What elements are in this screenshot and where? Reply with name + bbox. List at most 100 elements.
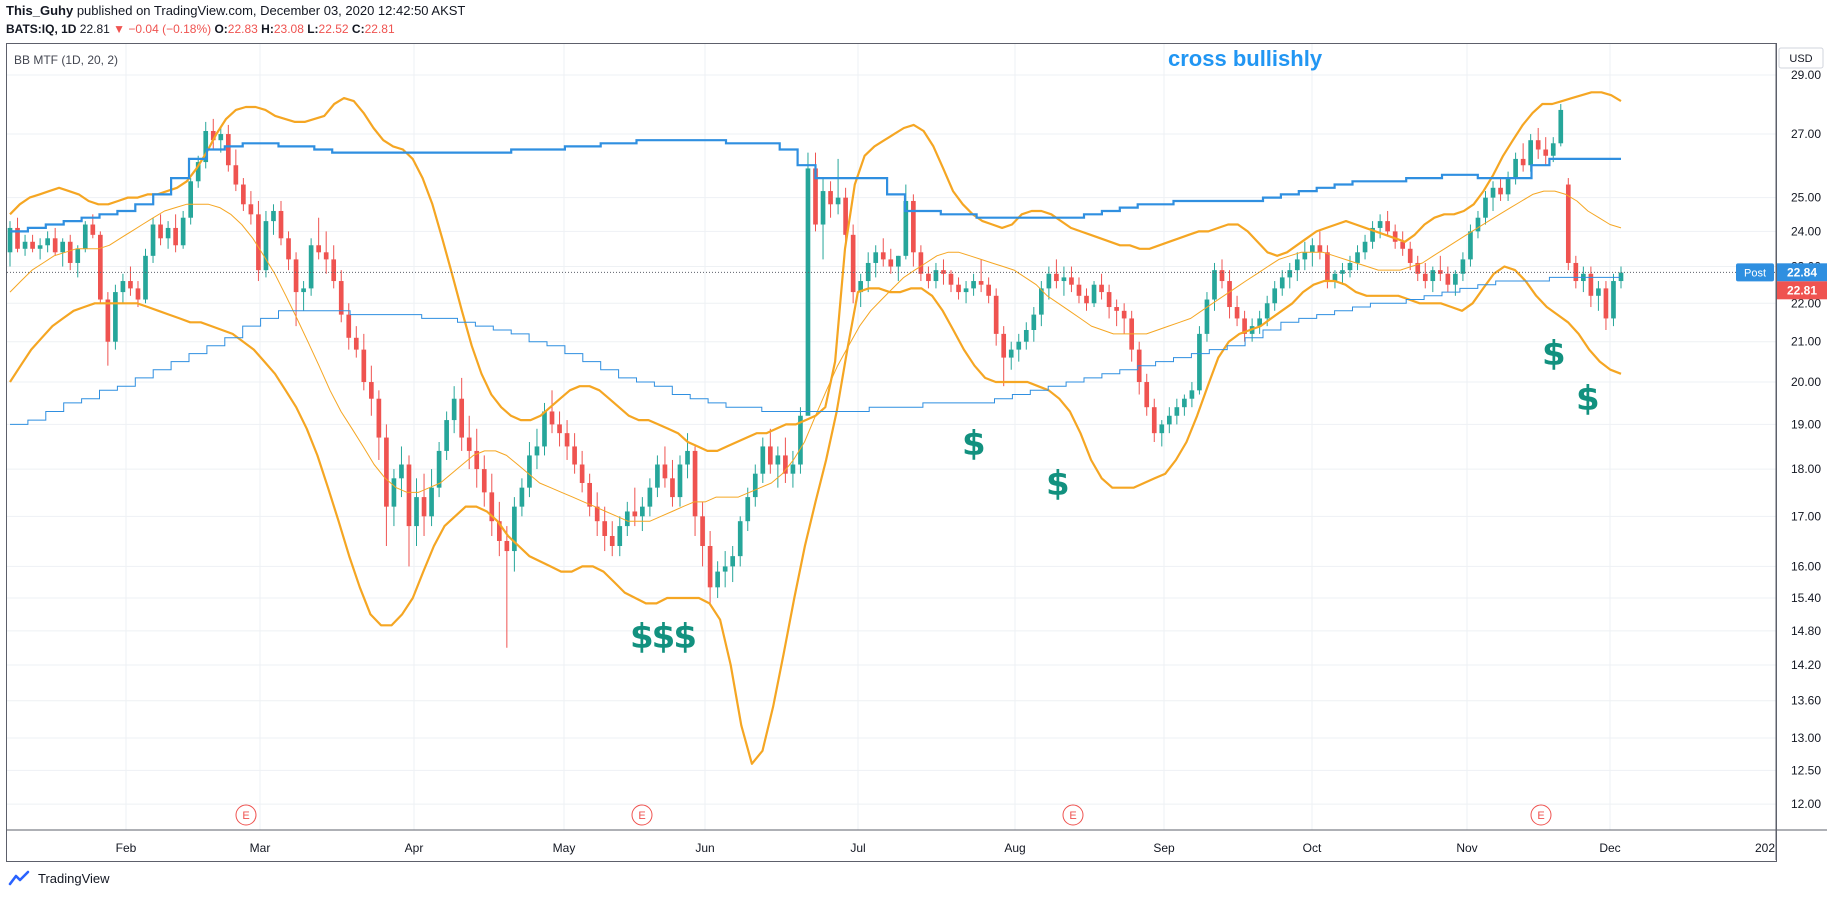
time-axis[interactable]: Feb Mar Apr May Jun Jul Aug Sep Oct Nov Dec 202 — [116, 841, 1776, 855]
candle[interactable] — [963, 281, 969, 304]
candle[interactable] — [1023, 322, 1029, 350]
author-name[interactable]: This_Guhy — [6, 3, 74, 18]
earnings-marker[interactable]: E — [1530, 804, 1552, 826]
candle[interactable] — [564, 420, 570, 460]
candle[interactable] — [1166, 407, 1172, 434]
candle[interactable] — [1279, 270, 1285, 296]
candle[interactable] — [1001, 326, 1007, 387]
candle[interactable] — [316, 217, 321, 260]
candle[interactable] — [1347, 255, 1353, 278]
candle[interactable] — [225, 124, 231, 172]
indicator-legend[interactable]: BB MTF (1D, 20, 2) — [14, 53, 119, 67]
candle[interactable] — [1535, 127, 1541, 159]
dollar-annotation[interactable]: $ — [962, 424, 986, 464]
candle[interactable] — [609, 521, 615, 557]
candle[interactable] — [323, 231, 329, 274]
candle[interactable] — [948, 270, 954, 293]
candle[interactable] — [1460, 252, 1466, 282]
candle[interactable] — [798, 407, 803, 474]
candle[interactable] — [640, 497, 645, 532]
candle[interactable] — [1603, 281, 1609, 330]
candle[interactable] — [1377, 214, 1383, 239]
candle[interactable] — [1099, 273, 1104, 300]
candle[interactable] — [451, 386, 457, 434]
price-axis[interactable]: 29.0027.0025.0024.0023.0022.0021.0020.00… — [1736, 47, 1827, 811]
candle[interactable] — [715, 561, 720, 598]
candle[interactable] — [67, 234, 73, 271]
candle[interactable] — [1219, 259, 1225, 289]
candle[interactable] — [376, 390, 382, 460]
candle[interactable] — [692, 446, 698, 536]
candle[interactable] — [1008, 341, 1014, 370]
candle[interactable] — [22, 234, 28, 256]
candle[interactable] — [707, 531, 713, 604]
candle[interactable] — [496, 501, 502, 557]
candle[interactable] — [369, 365, 374, 416]
candle[interactable] — [843, 187, 848, 246]
earnings-marker[interactable]: E — [1062, 804, 1084, 826]
candle[interactable] — [617, 516, 623, 557]
candle[interactable] — [1174, 398, 1180, 425]
candle[interactable] — [278, 200, 284, 246]
candle[interactable] — [263, 210, 269, 278]
candle[interactable] — [1054, 259, 1059, 289]
candle[interactable] — [1453, 270, 1458, 296]
candle[interactable] — [1061, 266, 1067, 296]
candle[interactable] — [421, 473, 427, 536]
candle[interactable] — [1069, 266, 1074, 293]
candle[interactable] — [143, 248, 148, 304]
candle[interactable] — [1565, 178, 1571, 271]
candle[interactable] — [1159, 420, 1165, 447]
candle[interactable] — [956, 277, 961, 300]
candle[interactable] — [361, 333, 367, 391]
candle[interactable] — [1370, 221, 1375, 249]
candle[interactable] — [60, 238, 66, 267]
candle[interactable] — [911, 194, 916, 267]
candle[interactable] — [429, 469, 434, 527]
candle[interactable] — [150, 217, 156, 263]
candle[interactable] — [256, 200, 261, 282]
candle[interactable] — [1362, 234, 1368, 260]
candle[interactable] — [1212, 262, 1217, 311]
candle[interactable] — [399, 446, 404, 498]
candle[interactable] — [481, 455, 487, 507]
post-badge[interactable] — [1736, 263, 1774, 282]
candle[interactable] — [1430, 266, 1436, 293]
candle[interactable] — [1039, 281, 1044, 327]
candle[interactable] — [1114, 299, 1119, 327]
candle[interactable] — [1227, 270, 1232, 319]
candle[interactable] — [730, 546, 736, 583]
candle[interactable] — [98, 231, 103, 304]
candle[interactable] — [120, 273, 126, 304]
candle[interactable] — [384, 424, 389, 547]
candle[interactable] — [436, 441, 442, 498]
candle[interactable] — [1272, 281, 1278, 311]
candle[interactable] — [873, 245, 879, 278]
candle[interactable] — [805, 152, 811, 416]
candle[interactable] — [248, 191, 254, 225]
dollar-annotation[interactable]: $$$ — [630, 617, 697, 657]
candle[interactable] — [1076, 277, 1082, 304]
currency-box[interactable] — [1778, 47, 1824, 69]
candle[interactable] — [1332, 270, 1338, 289]
candle[interactable] — [1498, 178, 1503, 201]
candle[interactable] — [971, 273, 976, 296]
candle[interactable] — [670, 459, 675, 507]
candle[interactable] — [113, 284, 118, 350]
candle[interactable] — [37, 238, 43, 260]
candle[interactable] — [1084, 288, 1089, 311]
candle[interactable] — [444, 411, 449, 460]
candle[interactable] — [52, 227, 58, 256]
candle[interactable] — [602, 506, 608, 552]
candle[interactable] — [82, 221, 88, 253]
candle[interactable] — [1287, 262, 1293, 289]
candle[interactable] — [1182, 394, 1187, 416]
candle[interactable] — [7, 221, 13, 267]
candle[interactable] — [1106, 284, 1112, 319]
candle[interactable] — [173, 214, 178, 253]
dollar-annotation[interactable]: $ — [1046, 464, 1070, 504]
annotation-cross-text[interactable]: cross bullishly — [1168, 46, 1323, 71]
candle[interactable] — [459, 377, 465, 451]
candle[interactable] — [1490, 181, 1496, 211]
earnings-marker[interactable]: E — [235, 804, 257, 826]
